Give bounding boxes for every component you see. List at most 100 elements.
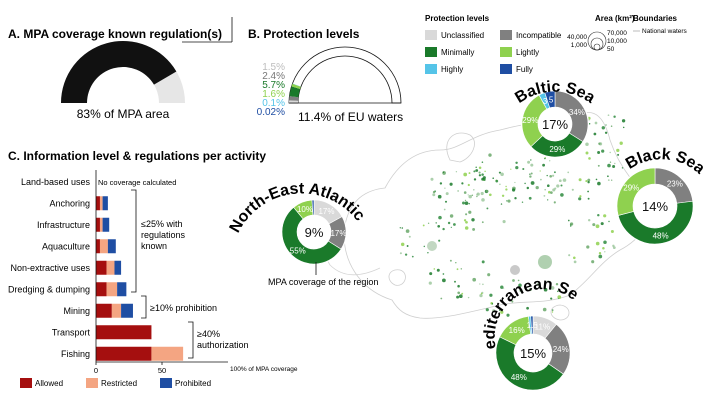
mpa-dot	[587, 218, 591, 222]
mpa-dot	[492, 309, 496, 313]
mpa-dot	[552, 174, 555, 177]
mpa-dot	[555, 282, 559, 286]
mpa-dot	[610, 229, 614, 234]
mpa-dot	[499, 309, 501, 311]
mpa-dot	[551, 309, 554, 311]
mpa-dot	[399, 252, 402, 255]
mpa-dot	[621, 167, 624, 169]
mpa-dot	[553, 201, 556, 204]
mpa-dot	[478, 166, 482, 170]
mpa-dot	[449, 259, 452, 262]
mpa-dot	[614, 162, 616, 165]
area-circle-70000	[587, 31, 607, 51]
mpa-dot	[491, 303, 494, 305]
mpa-dot	[455, 261, 457, 264]
mpa-dot	[598, 251, 602, 255]
donut-slice-label: 23%	[667, 179, 683, 188]
area-label-10000: 10,000	[607, 38, 627, 45]
europe-map	[325, 112, 653, 321]
mpa-dot	[455, 171, 458, 173]
mpa-dot	[616, 148, 620, 153]
mpa-dot	[488, 193, 492, 197]
mpa-dot	[427, 251, 429, 254]
mpa-dot	[433, 268, 436, 270]
mpa-dot	[595, 178, 598, 181]
mpa-dot	[530, 163, 534, 167]
mpa-dot	[444, 200, 448, 203]
mpa-dot	[556, 184, 560, 188]
mpa-dot	[485, 189, 489, 193]
mpa-dot	[473, 170, 476, 173]
mpa-dot	[502, 220, 506, 224]
mpa-dot	[553, 171, 556, 174]
mpa-dot	[612, 165, 616, 168]
bar-allowed	[96, 346, 152, 361]
mpa-dot	[585, 151, 589, 155]
mpa-dot	[588, 122, 591, 125]
mpa-dot	[471, 218, 475, 222]
gauge-b-segment-unclassified	[289, 100, 299, 103]
legend-label-fully: Fully	[516, 65, 533, 74]
donut-slice-fully	[544, 90, 556, 109]
donut-slice-minimally	[617, 200, 694, 245]
mpa-dot	[476, 195, 478, 198]
map-note: MPA coverage of the region	[268, 277, 378, 287]
mpa-dot	[468, 194, 472, 199]
panel-a-caption: 83% of MPA area	[77, 107, 170, 121]
mpa-dot	[507, 199, 511, 203]
bar-legend-swatch-prohibited	[160, 378, 172, 388]
mpa-dot	[468, 172, 471, 175]
donut-slice-fully	[311, 199, 315, 216]
mpa-dot	[550, 297, 553, 300]
bar-category-label: Transport	[52, 327, 91, 337]
mpa-circle-large	[538, 255, 552, 269]
mpa-dot	[604, 251, 606, 253]
mpa-dot	[560, 193, 564, 197]
donut-slice-minimally	[281, 206, 342, 265]
gauge-b-label-lightly: 1.6%	[262, 89, 285, 100]
br25-line: known	[141, 241, 167, 251]
mpa-dot	[432, 193, 436, 197]
mpa-dot	[479, 283, 481, 285]
mpa-dot	[609, 151, 611, 154]
mpa-dot	[495, 179, 499, 183]
mpa-dot	[578, 178, 582, 182]
mpa-dot	[447, 221, 451, 225]
mpa-dot	[482, 283, 484, 286]
mpa-dot	[549, 174, 553, 178]
mpa-dot	[569, 225, 572, 227]
mpa-dot	[505, 188, 508, 191]
mpa-dot	[464, 226, 469, 230]
mpa-dot	[411, 255, 414, 258]
mpa-dot	[464, 199, 467, 202]
mpa-dot	[462, 201, 465, 205]
mpa-dot	[506, 200, 508, 202]
legend-label-incompatible: Incompatible	[516, 31, 562, 40]
gauge-b-label-unclassified: 1.5%	[262, 62, 285, 73]
donut-slice-label: 48%	[653, 231, 669, 240]
mpa-dot	[578, 197, 582, 201]
mpa-dot	[597, 164, 600, 167]
donut-slice-label: 3	[543, 97, 548, 106]
mpa-dot	[594, 121, 598, 125]
bar-legend-label-prohibited: Prohibited	[175, 379, 211, 388]
bar-restricted	[106, 260, 115, 275]
mpa-dot	[444, 187, 446, 189]
panel-c: C. Information level & regulations per a…	[8, 149, 298, 388]
bar-category-label: Fishing	[61, 349, 90, 359]
mpa-dot	[546, 174, 548, 177]
mpa-dot	[622, 126, 625, 129]
mpa-dot	[607, 114, 610, 117]
bar-allowed	[96, 196, 100, 211]
donut-slice-label: 24%	[553, 345, 569, 354]
donut-slice-label: 11%	[535, 323, 550, 332]
bar-category-label: Land-based uses	[21, 177, 91, 187]
mpa-dot	[579, 195, 582, 198]
mpa-dot	[506, 313, 510, 317]
bar-allowed	[96, 239, 100, 254]
mpa-dot	[400, 242, 405, 247]
regional-donuts: 34%29%29%3 517%23%48%29%14%17%17%55%10%9%…	[281, 90, 694, 391]
map-outline	[343, 112, 653, 319]
mpa-dot	[547, 280, 549, 282]
mpa-dot	[422, 224, 425, 227]
